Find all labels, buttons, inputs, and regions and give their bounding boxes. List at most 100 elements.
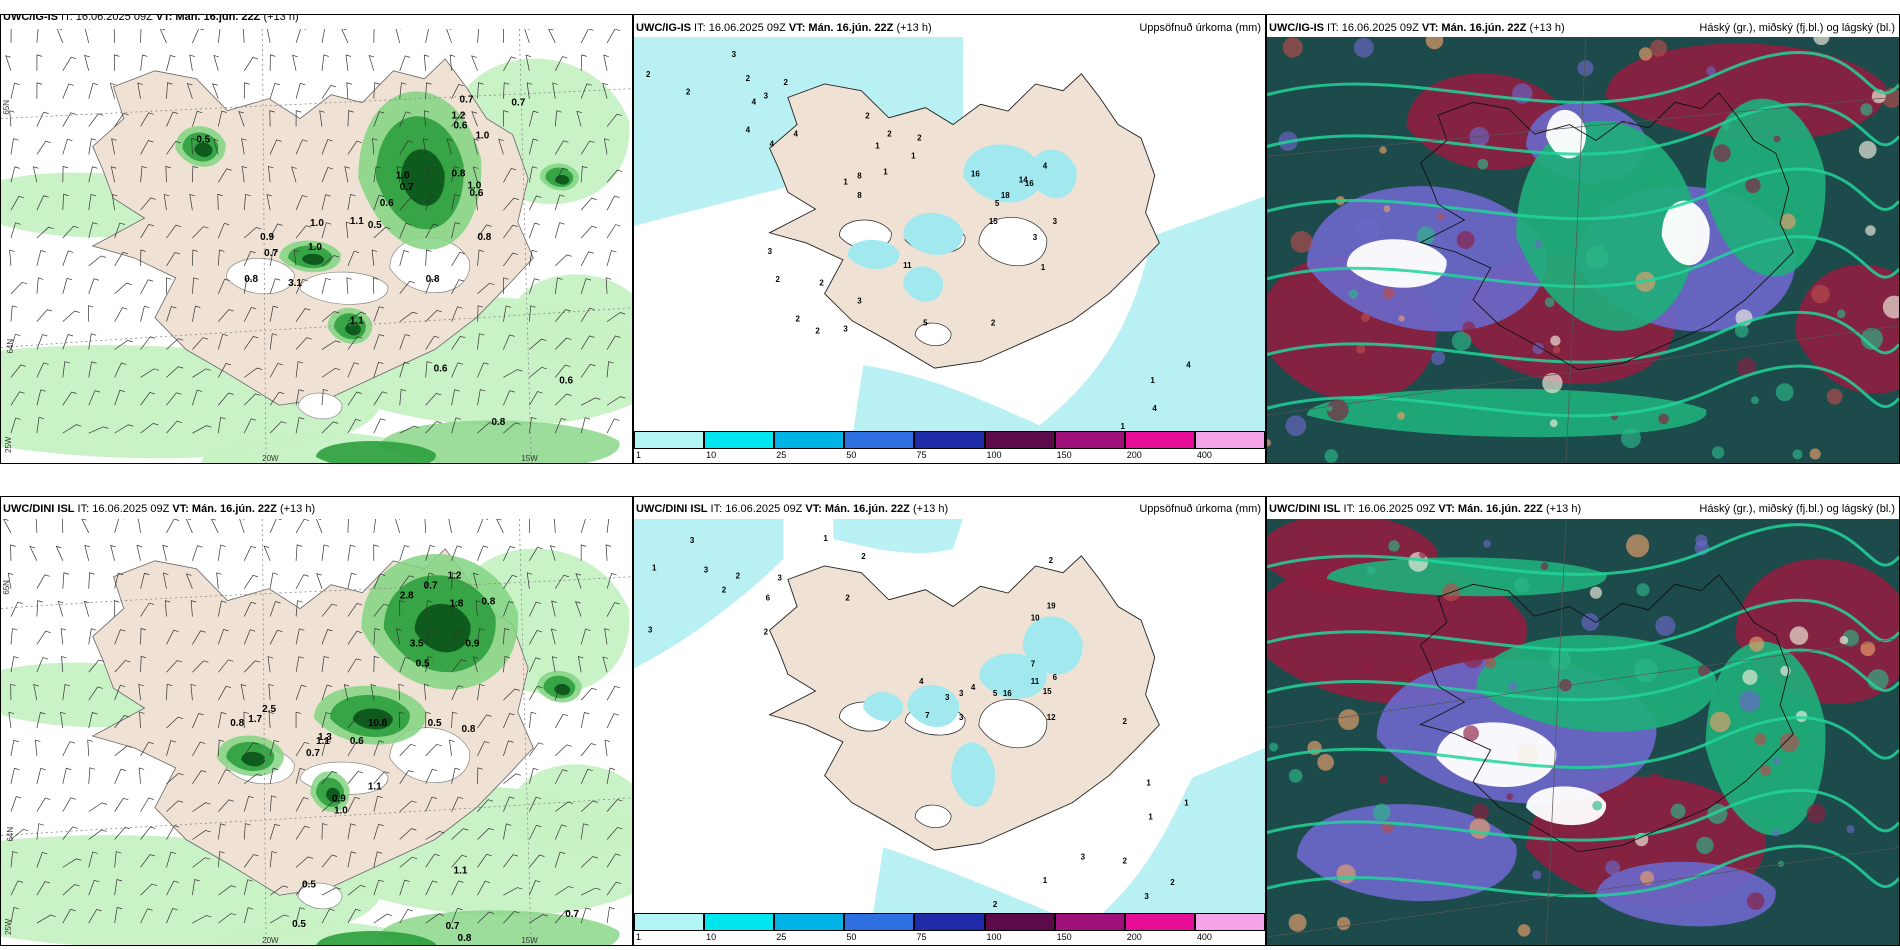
wind-barb: [295, 82, 306, 99]
precip-value-label: 2: [1049, 556, 1054, 565]
precip-shade: [316, 931, 436, 945]
wind-barb: [218, 168, 232, 183]
wind-barb: [477, 389, 486, 406]
wind-barb: [554, 769, 568, 784]
axis-label: 65N: [2, 100, 11, 115]
colorbar-swatch: [704, 431, 775, 449]
wind-barb: [503, 545, 516, 561]
iceland-land: [768, 73, 1160, 369]
wind-barb: [295, 361, 304, 378]
wind-barb: [295, 711, 302, 729]
wind-barb: [62, 884, 80, 896]
wind-map: 65N 64N 25W 20W 15W 0.7 0.7 1.2 0.5 0.6 1.0 1.0 0.8 0…: [1, 29, 632, 463]
wind-barb: [451, 194, 460, 211]
precip-value-label: 0.8: [230, 718, 244, 729]
precip-shade: [325, 787, 340, 803]
wind-barb: [7, 572, 14, 589]
wind-barb: [36, 712, 46, 729]
wind-barb: [580, 687, 597, 701]
cloud-texture: [1585, 245, 1609, 269]
wind-barb: [88, 829, 107, 840]
precip-value-label: 8: [857, 191, 862, 200]
wind-barb: [451, 880, 464, 896]
wind-barb: [10, 222, 21, 239]
wind-barb: [606, 224, 621, 239]
wind-barb: [399, 856, 418, 868]
wind-barb: [114, 113, 129, 127]
wind-barb: [554, 574, 569, 589]
wind-barb: [10, 656, 19, 673]
wind-barb: [477, 767, 483, 784]
wind-barb: [554, 194, 565, 211]
wind-barb: [295, 856, 314, 868]
wind-barb: [10, 739, 19, 756]
wind-barb: [10, 364, 27, 378]
wind-barb: [192, 712, 204, 729]
wind-barb: [425, 880, 438, 896]
wind-barb: [503, 911, 520, 924]
cloud-texture: [1773, 135, 1781, 143]
wind-barb: [580, 83, 592, 99]
wind-barb: [166, 306, 177, 322]
wind-barb: [114, 251, 128, 267]
wind-barb: [88, 686, 103, 701]
wind-barb: [140, 54, 148, 71]
panel-header: UWC/DINI ISL IT: 16.06.2025 09Z VT: Mán.…: [3, 503, 628, 516]
cloud-texture: [1290, 230, 1313, 253]
precip-value-label: 0.7: [400, 182, 414, 193]
wind-barb: [269, 249, 279, 266]
wind-barb: [10, 417, 21, 434]
wind-barb: [526, 572, 533, 589]
precip-value-label: 1: [1043, 876, 1048, 885]
colorbar-swatch: [984, 431, 1055, 449]
precip-shade: [907, 684, 960, 727]
cloud-texture: [1288, 769, 1303, 783]
precip-shade: [873, 847, 1053, 913]
wind-barb: [88, 879, 100, 896]
precip-value-label: 10: [1031, 613, 1040, 622]
wind-barb: [243, 629, 256, 645]
cloud-texture: [1655, 615, 1676, 636]
precip-value-label: 4: [770, 139, 775, 148]
precip-value-label: 1: [1150, 376, 1155, 385]
wind-barb: [10, 796, 22, 812]
wind-barb: [159, 29, 167, 44]
precip-value-label: 2: [861, 552, 866, 561]
wind-barb: [373, 851, 383, 868]
wind-barbs: [5, 29, 626, 434]
wind-barb: [213, 138, 219, 155]
model-name: UWC/IG-IS: [1269, 22, 1324, 34]
wind-barb: [554, 684, 566, 701]
wind-barb: [243, 335, 259, 350]
wind-barb: [269, 795, 277, 812]
wind-barb: [451, 389, 460, 406]
cloud-texture: [1811, 284, 1830, 304]
wind-barb: [140, 572, 150, 589]
precip-value-label: 1: [911, 151, 916, 160]
wind-barb: [477, 362, 489, 378]
wind-barb: [423, 683, 430, 701]
precip-shade: [1028, 149, 1077, 199]
precip-value-label: 6: [1053, 673, 1058, 682]
colorbar-swatch: [1054, 913, 1125, 931]
iceland-coastline: [1419, 92, 1794, 371]
wind-barb: [451, 767, 461, 784]
wind-barb: [166, 880, 179, 896]
cloud-panel-igis: UWC/IG-IS IT: 16.06.2025 09Z VT: Mán. 16…: [1266, 14, 1900, 464]
wind-barb: [295, 767, 306, 784]
wind-barb: [425, 600, 433, 617]
precip-value-label: 2: [686, 88, 691, 97]
cloud-texture: [1723, 123, 1730, 131]
wind-barb: [345, 221, 352, 239]
precip-value-label: 2: [917, 133, 922, 142]
colorbar-tick-label: 50: [846, 450, 857, 460]
wind-barb: [269, 223, 283, 239]
wind-barb: [217, 628, 229, 645]
wind-barb: [321, 29, 330, 44]
wind-barb: [88, 908, 102, 924]
wind-barb: [218, 685, 232, 701]
wind-barb: [217, 278, 230, 294]
wind-barb: [606, 827, 623, 840]
wind-barb: [166, 825, 180, 840]
precip-value-label: 16: [971, 169, 980, 178]
